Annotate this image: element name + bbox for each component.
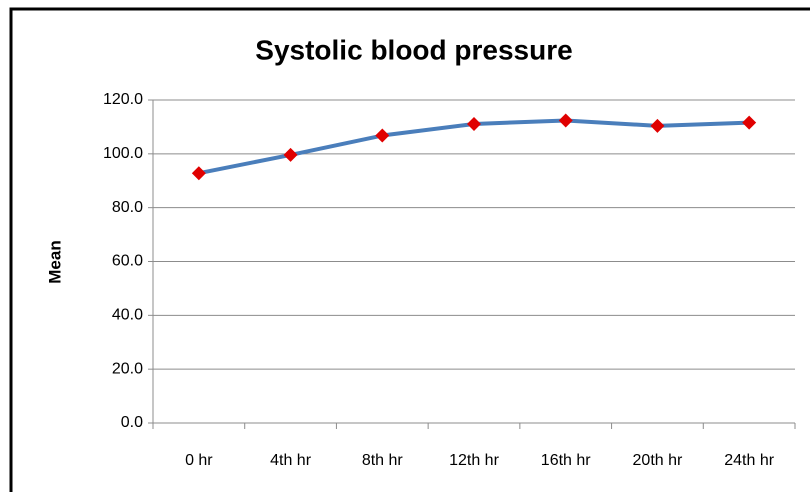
y-axis-label: Mean: [45, 240, 64, 283]
x-tick-label: 4th hr: [270, 452, 312, 469]
y-tick-label: 120.0: [103, 91, 143, 108]
y-tick-label: 80.0: [112, 199, 143, 216]
x-tick-label: 16th hr: [541, 452, 591, 469]
chart-frame: [9, 7, 810, 492]
data-marker: [375, 128, 390, 143]
chart-title: Systolic blood pressure: [255, 34, 572, 65]
y-tick-label: 40.0: [112, 307, 143, 324]
data-marker: [742, 115, 757, 130]
x-tick-label: 8th hr: [362, 452, 404, 469]
y-tick-label: 20.0: [112, 360, 143, 377]
x-tick-label: 12th hr: [449, 452, 499, 469]
data-marker: [467, 116, 481, 131]
data-marker: [558, 113, 573, 128]
data-marker: [650, 118, 665, 133]
data-marker: [191, 166, 206, 181]
x-tick-label: 24th hr: [724, 452, 774, 469]
y-tick-label: 100.0: [103, 145, 143, 162]
data-marker: [283, 147, 298, 162]
y-tick-label: 60.0: [112, 253, 143, 270]
x-tick-label: 0 hr: [185, 452, 213, 469]
y-tick-label: 0.0: [121, 414, 143, 431]
x-tick-label: 20th hr: [633, 452, 683, 469]
